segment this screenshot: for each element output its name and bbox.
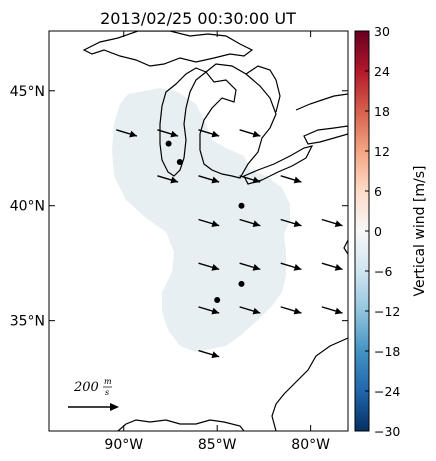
station-marker xyxy=(214,296,221,303)
y-tick-label: 45°N xyxy=(10,84,45,100)
colorbar-tick-label: 12 xyxy=(374,144,390,159)
wind-vector-head xyxy=(293,264,302,271)
east-coast-outline xyxy=(343,239,348,255)
colorbar: 30 24 18 12 6 0 −6 −12 −18 −24 −30 Vertical wind [… xyxy=(354,24,428,439)
wind-vector-head xyxy=(252,264,261,271)
wind-vector-head xyxy=(170,176,179,184)
colorbar-ticks: 30 24 18 12 6 0 −6 −12 −18 −24 −30 xyxy=(365,24,400,439)
stations xyxy=(165,140,245,303)
southeast-coast-outline xyxy=(271,337,348,431)
lake-michigan-outline xyxy=(159,67,208,177)
colorbar-tick-label: −30 xyxy=(374,424,400,439)
lake-huron-outline xyxy=(199,63,277,179)
colorbar-title: Vertical wind [m/s] xyxy=(412,166,428,297)
wind-vector-head xyxy=(252,220,261,228)
wind-vector-head xyxy=(211,176,220,184)
scale-key-arrow-head xyxy=(110,403,119,411)
lake-ontario-outline xyxy=(303,125,348,145)
colorbar-tick-label: 18 xyxy=(374,104,390,119)
wind-vector-head xyxy=(170,130,179,138)
wind-vector-head xyxy=(211,130,220,138)
y-tick-label: 40°N xyxy=(10,199,45,215)
wind-vector-head xyxy=(129,130,137,138)
x-tick-label: 90°W xyxy=(104,437,143,453)
x-tick-label: 85°W xyxy=(198,437,237,453)
y-tick-label: 35°N xyxy=(10,314,45,330)
wind-vectors xyxy=(116,129,343,359)
map-area: 200 m s xyxy=(68,31,348,431)
lake-superior-outline xyxy=(82,31,254,67)
wind-vector-head xyxy=(334,264,343,271)
gulf-coast-outline xyxy=(117,419,245,431)
scale-key-value: 200 xyxy=(73,380,99,395)
wind-vector-head xyxy=(293,176,302,184)
wind-vector-head xyxy=(252,307,261,315)
colorbar-tick-label: −6 xyxy=(374,264,392,279)
station-marker xyxy=(165,140,172,147)
wind-vector-head xyxy=(211,351,220,359)
colorbar-tick-label: −24 xyxy=(374,384,400,399)
colorbar-tick-label: 30 xyxy=(374,24,390,39)
coastlines xyxy=(82,31,348,431)
colorbar-tick-label: −18 xyxy=(374,344,400,359)
scale-key-unit-s: s xyxy=(105,388,109,397)
chart-title: 2013/02/25 00:30:00 UT xyxy=(100,9,296,28)
station-marker xyxy=(238,202,245,209)
wind-vector-head xyxy=(211,220,220,228)
wind-vector-head xyxy=(252,176,261,184)
colorbar-tick-label: 6 xyxy=(374,184,382,199)
station-marker xyxy=(176,159,183,166)
colorbar-tick-label: 24 xyxy=(374,64,390,79)
scale-key-unit-m: m xyxy=(104,377,112,386)
station-marker xyxy=(238,280,245,287)
wind-vector-head xyxy=(334,220,343,228)
x-axis: 90°W 85°W 80°W xyxy=(104,31,330,453)
lake-erie-outline xyxy=(243,145,314,185)
ontario-shoreline xyxy=(295,93,348,111)
wind-vector-head xyxy=(334,307,343,315)
wind-vector-head xyxy=(293,220,302,228)
x-tick-label: 80°W xyxy=(291,437,330,453)
georgian-bay-outline xyxy=(245,65,281,113)
wind-vector-head xyxy=(211,307,220,315)
colorbar-tick-label: −12 xyxy=(374,304,400,319)
colorbar-tick-label: 0 xyxy=(374,224,382,239)
map-frame xyxy=(48,30,349,432)
scale-key: 200 m s xyxy=(68,377,119,411)
y-axis: 45°N 40°N 35°N xyxy=(10,84,348,330)
wind-vector-head xyxy=(211,264,220,271)
wind-vector-head xyxy=(293,307,302,315)
wind-vector-head xyxy=(252,130,261,138)
